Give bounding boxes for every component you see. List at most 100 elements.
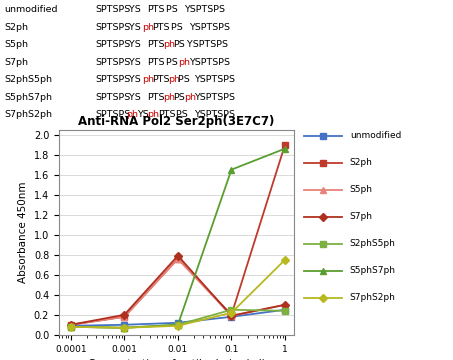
S5ph xyxy=(121,315,127,319)
S2ph xyxy=(229,312,234,317)
Text: PTS: PTS xyxy=(158,110,175,119)
S5ph xyxy=(282,303,288,307)
S7ph xyxy=(175,253,181,258)
Text: PS: PS xyxy=(173,110,191,119)
S2phS5ph xyxy=(68,325,73,329)
S2phS5ph xyxy=(229,307,234,312)
S2ph xyxy=(68,323,73,327)
S5phS7ph xyxy=(229,167,234,172)
S7ph xyxy=(229,314,234,318)
Text: YSPTSPS: YSPTSPS xyxy=(184,40,228,49)
Text: YSPTSPS: YSPTSPS xyxy=(194,75,235,84)
X-axis label: Concentration of antibody (μg/ml): Concentration of antibody (μg/ml) xyxy=(88,359,265,360)
Title: Anti-RNA Pol2 Ser2ph(3E7C7): Anti-RNA Pol2 Ser2ph(3E7C7) xyxy=(78,116,275,129)
Text: SPTSPS: SPTSPS xyxy=(95,75,130,84)
S2phS5ph xyxy=(121,326,127,330)
Text: YSPTSPS: YSPTSPS xyxy=(189,23,230,32)
S5ph xyxy=(175,257,181,261)
S7phS2ph xyxy=(175,324,181,328)
Text: PS: PS xyxy=(168,23,186,32)
S7ph xyxy=(68,323,73,327)
Text: S5ph: S5ph xyxy=(5,40,29,49)
Text: YSPTSPS: YSPTSPS xyxy=(189,58,230,67)
S2ph xyxy=(175,257,181,261)
unmodified xyxy=(175,321,181,325)
Text: SPTSPS: SPTSPS xyxy=(95,93,130,102)
Text: YS: YS xyxy=(126,93,144,102)
Text: YS: YS xyxy=(126,23,141,32)
S5phS7ph xyxy=(68,325,73,329)
Text: S5phS7ph: S5phS7ph xyxy=(5,93,53,102)
Text: S7phS2ph: S7phS2ph xyxy=(5,110,53,119)
Text: PS: PS xyxy=(163,5,181,14)
Text: YSPTSPS: YSPTSPS xyxy=(184,5,225,14)
S7phS2ph xyxy=(121,326,127,330)
Text: YS: YS xyxy=(126,75,141,84)
unmodified xyxy=(121,323,127,327)
S5phS7ph xyxy=(282,147,288,151)
Line: S2phS5ph: S2phS5ph xyxy=(68,307,288,330)
Text: PTS: PTS xyxy=(147,5,165,14)
Line: unmodified: unmodified xyxy=(68,307,288,329)
S5phS7ph xyxy=(175,323,181,327)
Text: S2ph: S2ph xyxy=(350,158,373,167)
S5ph xyxy=(229,314,234,318)
Text: S7phS2ph: S7phS2ph xyxy=(350,293,395,302)
Line: S2ph: S2ph xyxy=(68,142,288,328)
Text: S2phS5ph: S2phS5ph xyxy=(5,75,53,84)
Line: S7ph: S7ph xyxy=(68,253,288,328)
S2ph xyxy=(121,315,127,319)
Text: ph: ph xyxy=(168,75,180,84)
Text: S7ph: S7ph xyxy=(5,58,29,67)
Text: ph: ph xyxy=(142,75,154,84)
Text: S5ph: S5ph xyxy=(350,185,373,194)
Text: ph: ph xyxy=(163,40,175,49)
Text: PTS: PTS xyxy=(147,40,165,49)
Text: SPTSPS: SPTSPS xyxy=(95,110,130,119)
Text: S2ph: S2ph xyxy=(5,23,29,32)
Y-axis label: Absorbance 450nm: Absorbance 450nm xyxy=(18,181,28,283)
Text: PTS: PTS xyxy=(152,75,170,84)
Text: YS: YS xyxy=(126,58,144,67)
Text: unmodified: unmodified xyxy=(5,5,58,14)
S7ph xyxy=(121,312,127,317)
Text: ph: ph xyxy=(163,93,175,102)
S2ph xyxy=(282,143,288,147)
Text: SPTSPS: SPTSPS xyxy=(95,23,130,32)
Text: PTS: PTS xyxy=(147,58,165,67)
Text: PS: PS xyxy=(178,75,193,84)
Text: S7ph: S7ph xyxy=(350,212,373,221)
Text: PTS: PTS xyxy=(152,23,170,32)
Text: ph: ph xyxy=(126,110,138,119)
S7phS2ph xyxy=(68,325,73,329)
unmodified xyxy=(229,315,234,319)
S7phS2ph xyxy=(229,311,234,315)
S5ph xyxy=(68,323,73,327)
Line: S5phS7ph: S5phS7ph xyxy=(68,146,288,330)
Text: ph: ph xyxy=(142,23,154,32)
Text: YS: YS xyxy=(137,110,149,119)
Line: S5ph: S5ph xyxy=(68,256,288,328)
S5phS7ph xyxy=(121,326,127,330)
S2phS5ph xyxy=(282,309,288,313)
Text: SPTSPS: SPTSPS xyxy=(95,40,130,49)
Text: SPTSPS: SPTSPS xyxy=(95,58,130,67)
S7ph xyxy=(282,303,288,307)
Text: YS: YS xyxy=(126,40,144,49)
Text: SPTSPS: SPTSPS xyxy=(95,5,130,14)
Text: PS: PS xyxy=(173,40,185,49)
Text: ph: ph xyxy=(147,110,159,119)
Text: PS: PS xyxy=(163,58,178,67)
Text: unmodified: unmodified xyxy=(350,131,401,140)
Text: YSPTSPS: YSPTSPS xyxy=(194,110,235,119)
Text: PS: PS xyxy=(173,93,185,102)
Line: S7phS2ph: S7phS2ph xyxy=(68,257,288,330)
Text: YS: YS xyxy=(126,5,144,14)
Text: ph: ph xyxy=(178,58,190,67)
Text: YSPTSPS: YSPTSPS xyxy=(194,93,235,102)
S7phS2ph xyxy=(282,257,288,262)
unmodified xyxy=(68,324,73,328)
unmodified xyxy=(282,307,288,312)
Text: S2phS5ph: S2phS5ph xyxy=(350,239,395,248)
S2phS5ph xyxy=(175,323,181,327)
